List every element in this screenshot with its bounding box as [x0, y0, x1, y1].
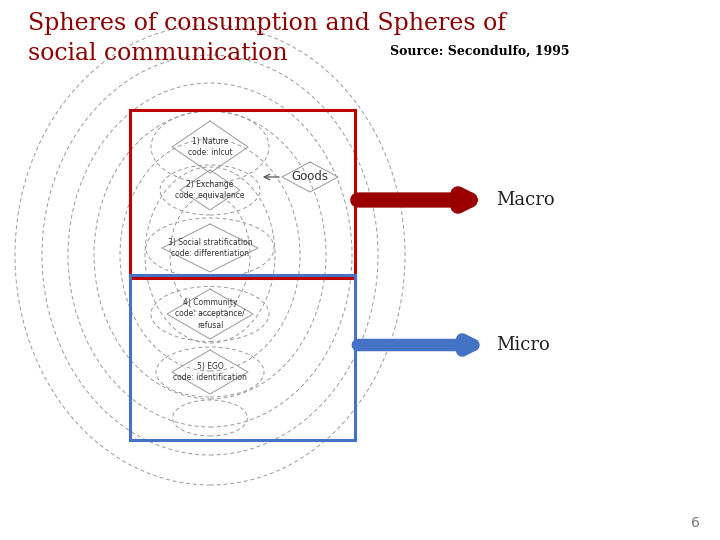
Text: Source: Secondulfo, 1995: Source: Secondulfo, 1995: [390, 45, 570, 58]
Text: 1) Nature
code: inlcut: 1) Nature code: inlcut: [188, 137, 233, 157]
Text: 6: 6: [691, 516, 700, 530]
Text: 4) Community
code: acceptance/
refusal: 4) Community code: acceptance/ refusal: [175, 299, 245, 329]
Text: Macro: Macro: [496, 191, 554, 209]
Text: social communication: social communication: [28, 42, 287, 65]
Text: Micro: Micro: [496, 336, 550, 354]
Text: Spheres of consumption and Spheres of: Spheres of consumption and Spheres of: [28, 12, 506, 35]
Text: 3) Social stratification
code: differentiation: 3) Social stratification code: different…: [168, 238, 252, 258]
Text: 5) EGO
code: identification: 5) EGO code: identification: [173, 362, 247, 382]
Text: Goods: Goods: [292, 171, 328, 184]
Text: 2) Exchange
code: equivalence: 2) Exchange code: equivalence: [175, 180, 245, 200]
Bar: [130, 110, 355, 278]
Bar: [130, 275, 355, 440]
